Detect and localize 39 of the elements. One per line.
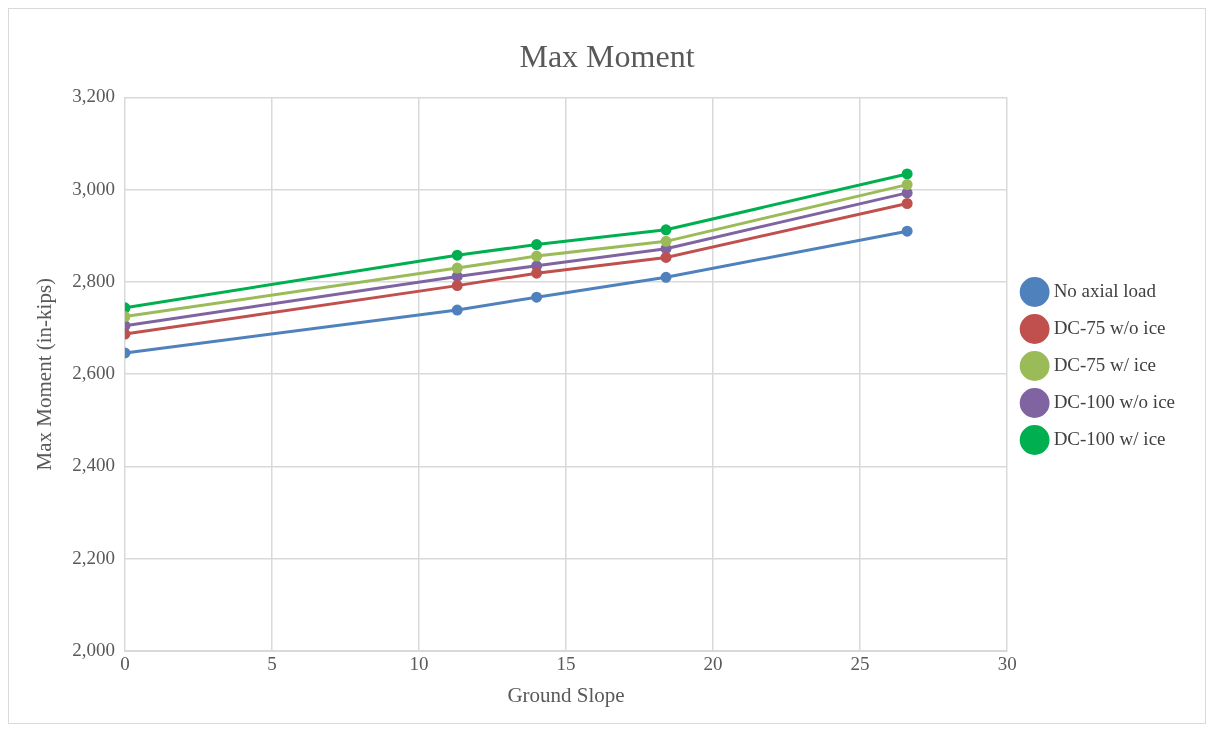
legend-label: DC-75 w/o ice	[1053, 316, 1166, 338]
point	[660, 271, 672, 283]
x-axis-title: Ground Slope	[507, 682, 625, 707]
legend-label: DC-100 w/ ice	[1053, 427, 1166, 449]
point	[451, 249, 463, 261]
point	[901, 168, 913, 180]
x-tick-label: 0	[120, 653, 130, 675]
y-tick-label: 2,600	[72, 362, 115, 384]
legend-label: DC-75 w/ ice	[1053, 353, 1157, 375]
x-tick-label: 5	[267, 653, 277, 675]
point	[451, 262, 463, 274]
x-tick-label: 20	[703, 653, 723, 675]
point	[451, 280, 463, 292]
y-tick-label: 2,800	[72, 269, 115, 291]
y-axis-title: Max Moment (in-kips)	[32, 277, 57, 471]
y-tick-label: 2,200	[72, 546, 115, 568]
point	[660, 235, 672, 247]
point	[531, 239, 543, 251]
point	[901, 179, 913, 191]
point	[901, 225, 913, 237]
y-tick-label: 2,400	[72, 454, 115, 476]
y-tick-label: 3,000	[72, 177, 115, 199]
x-tick-label: 10	[409, 653, 429, 675]
point	[901, 198, 913, 210]
legend-label: No axial load	[1053, 279, 1157, 301]
x-tick-label: 15	[556, 653, 576, 675]
point	[660, 224, 672, 236]
point	[531, 250, 543, 262]
x-tick-label: 30	[997, 653, 1017, 675]
point	[660, 251, 672, 263]
point	[901, 187, 913, 199]
chart-title: Max Moment	[519, 37, 695, 74]
point	[531, 291, 543, 303]
legend-label: DC-100 w/o ice	[1053, 390, 1176, 412]
y-tick-label: 3,200	[72, 85, 115, 107]
x-tick-label: 25	[850, 653, 870, 675]
point	[451, 304, 463, 316]
y-tick-label: 2,000	[72, 638, 115, 660]
point	[531, 267, 543, 279]
